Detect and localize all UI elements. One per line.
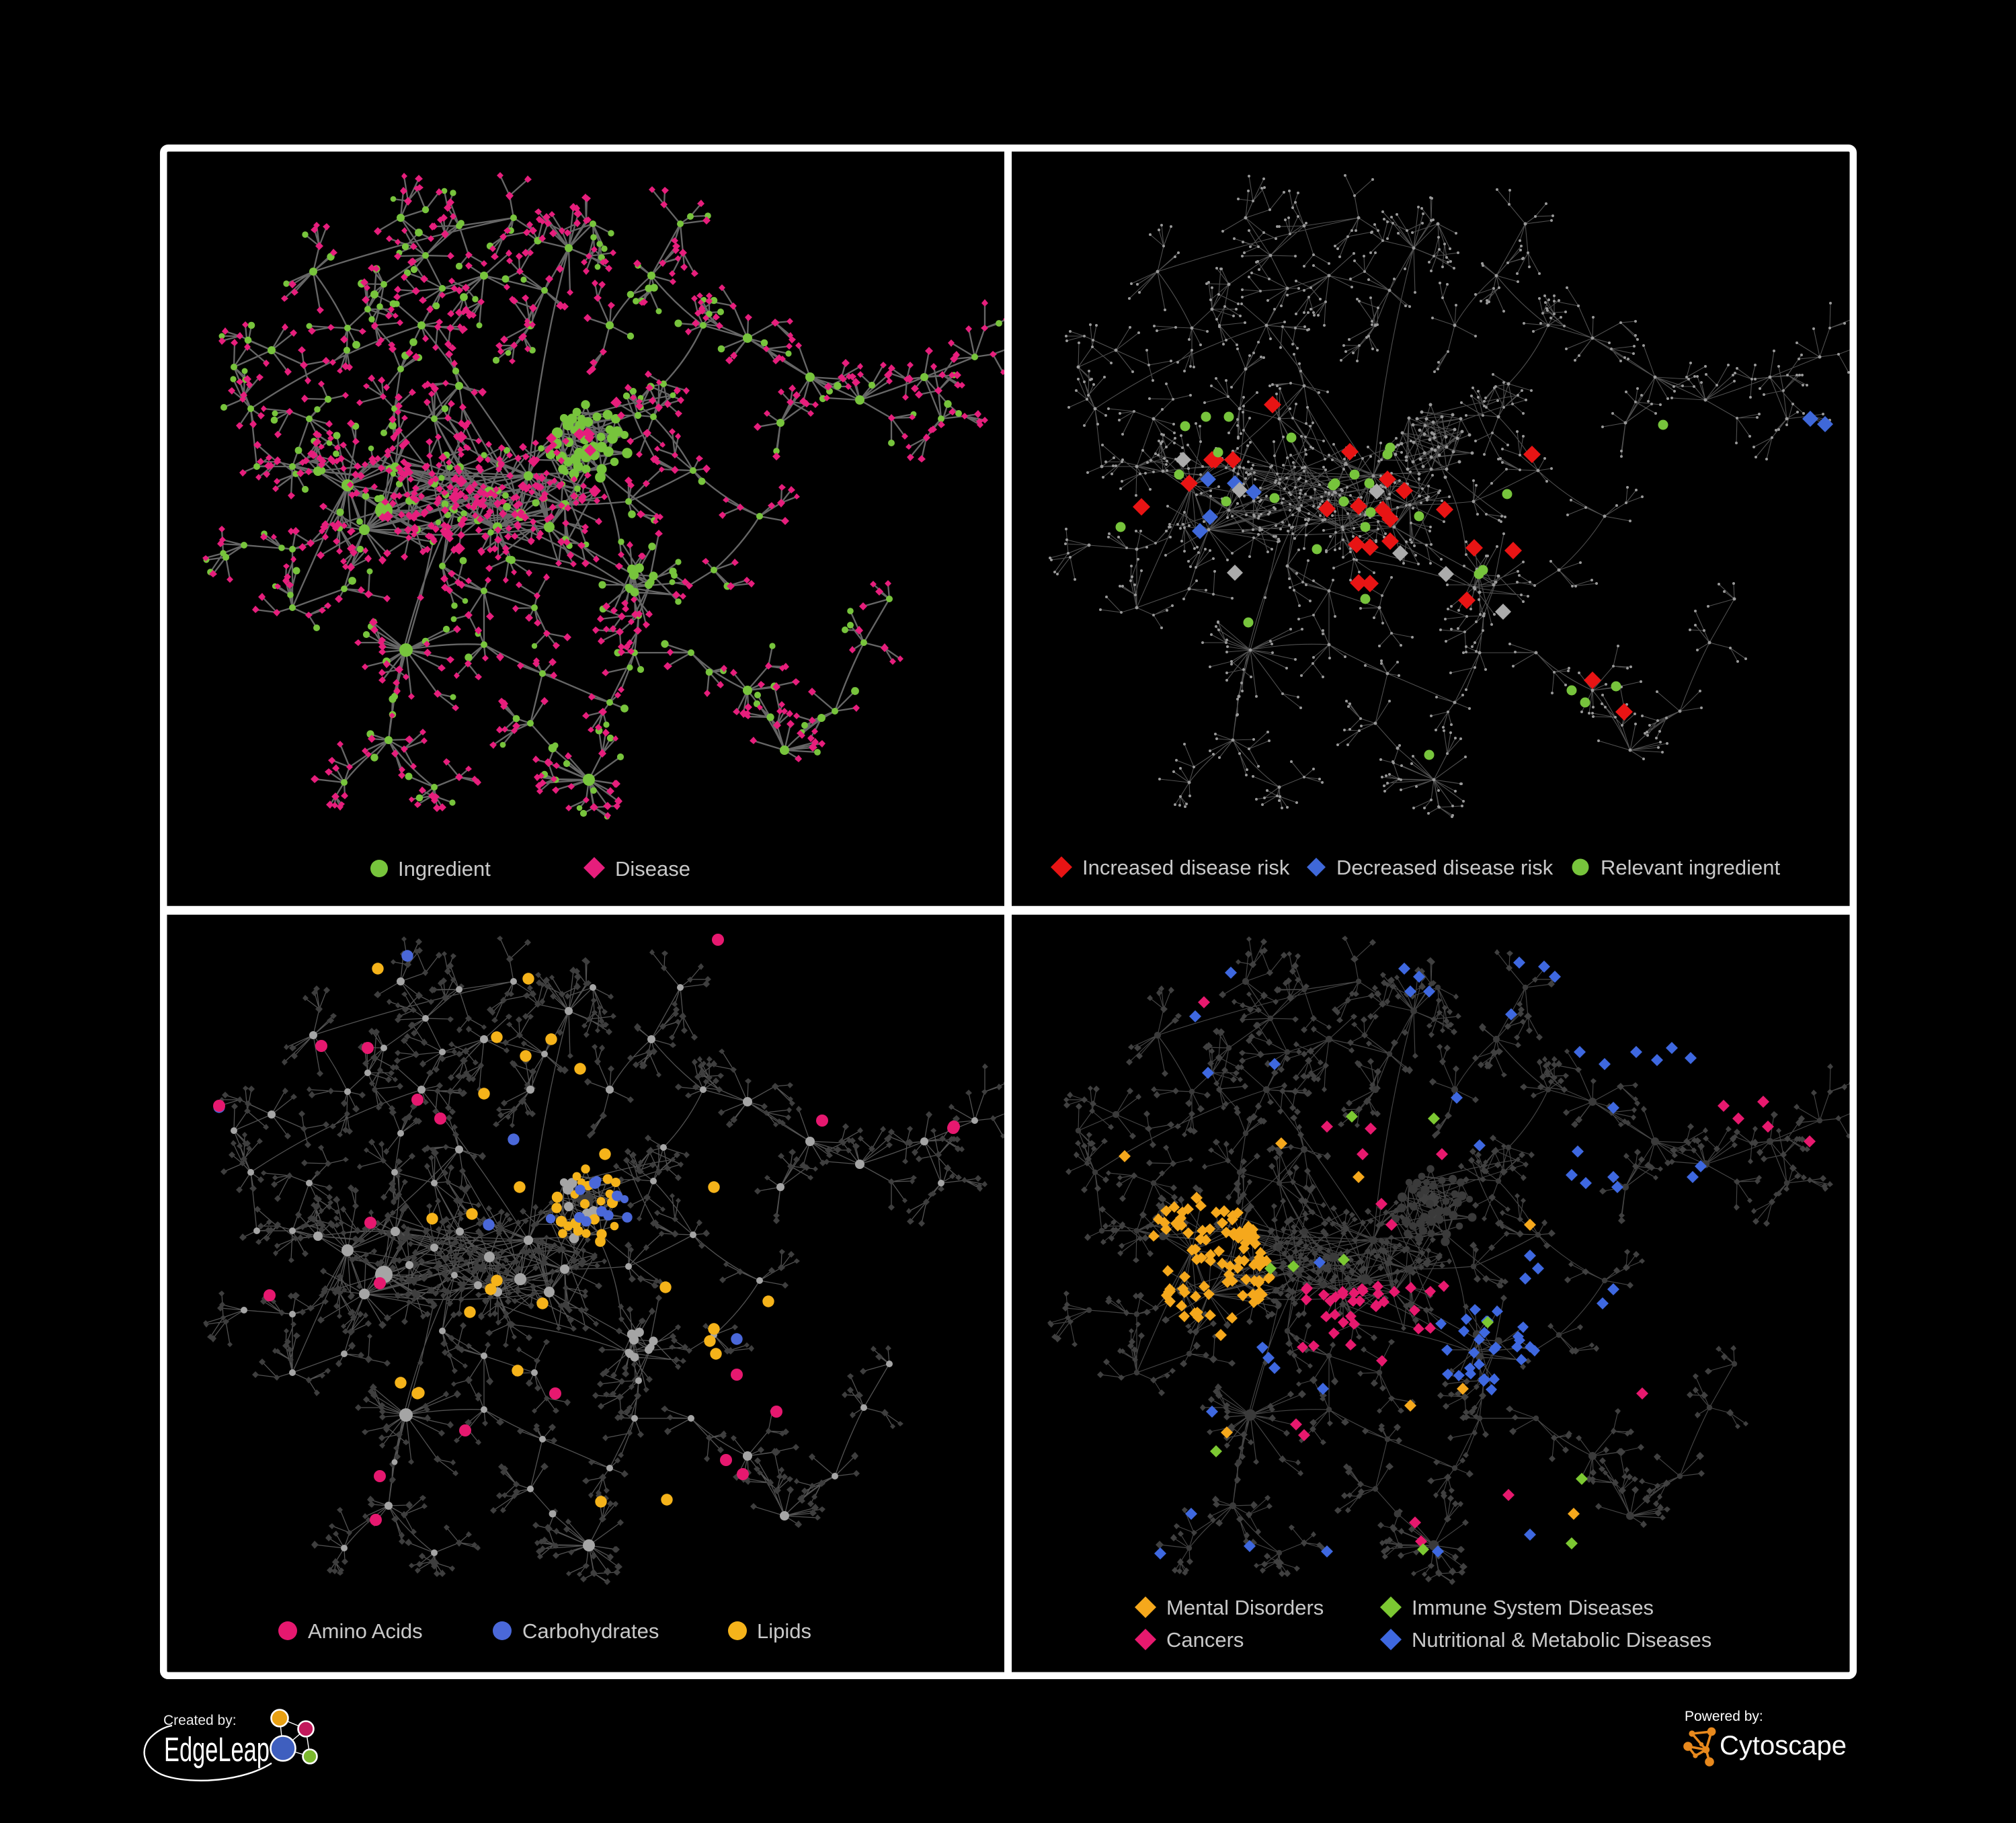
svg-text:Amino Acids: Amino Acids xyxy=(308,1619,423,1643)
svg-text:Ingredient: Ingredient xyxy=(398,857,491,881)
svg-text:Cytoscape: Cytoscape xyxy=(1720,1731,1847,1760)
svg-text:Lipids: Lipids xyxy=(757,1619,811,1643)
svg-text:Cancers: Cancers xyxy=(1166,1628,1244,1652)
svg-text:Powered by:: Powered by: xyxy=(1685,1709,1763,1724)
svg-text:Carbohydrates: Carbohydrates xyxy=(522,1619,659,1643)
svg-text:Increased disease risk: Increased disease risk xyxy=(1082,856,1290,879)
svg-text:Relevant ingredient: Relevant ingredient xyxy=(1601,856,1781,879)
svg-text:Nutritional & Metabolic Diseas: Nutritional & Metabolic Diseases xyxy=(1412,1628,1711,1652)
svg-text:Disease: Disease xyxy=(615,857,690,881)
svg-text:Immune System Diseases: Immune System Diseases xyxy=(1412,1596,1654,1619)
svg-text:EdgeLeap: EdgeLeap xyxy=(164,1731,270,1769)
svg-text:Created by:: Created by: xyxy=(163,1713,237,1728)
svg-text:Mental Disorders: Mental Disorders xyxy=(1166,1596,1324,1619)
svg-text:Decreased disease risk: Decreased disease risk xyxy=(1336,856,1554,879)
